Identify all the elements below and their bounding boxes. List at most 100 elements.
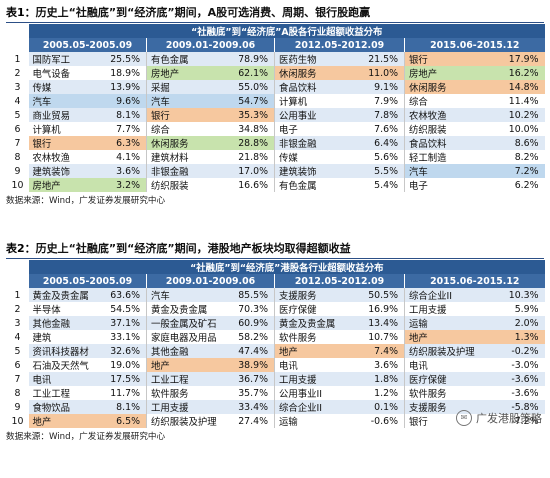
industry-cell: 休闲服务 bbox=[146, 136, 235, 150]
return-cell: 2.0% bbox=[500, 316, 545, 330]
rank-cell: 3 bbox=[6, 316, 29, 330]
table-row: 10 房地产 3.2% 纺织服装 16.6% 有色金属 5.4% 电子 6.2% bbox=[6, 178, 545, 192]
industry-cell: 休闲服务 bbox=[404, 80, 501, 94]
table-row: 9 建筑装饰 3.6% 非银金融 17.0% 建筑装饰 5.5% 汽车 7.2% bbox=[6, 164, 545, 178]
industry-cell: 工业工程 bbox=[146, 372, 235, 386]
industry-cell: 地产 bbox=[404, 330, 501, 344]
industry-cell: 半导体 bbox=[28, 302, 105, 316]
return-cell: 55.0% bbox=[234, 80, 275, 94]
return-cell: 35.3% bbox=[234, 108, 275, 122]
return-cell: 5.5% bbox=[362, 164, 405, 178]
industry-cell: 电讯 bbox=[274, 358, 363, 372]
industry-cell: 综合企业II bbox=[404, 288, 501, 302]
table-row: 6 石油及天然气 19.0% 地产 38.9% 电讯 3.6% 电讯 -3.0% bbox=[6, 358, 545, 372]
return-cell: 21.8% bbox=[234, 150, 275, 164]
table2-source: 数据来源：Wind，广发证券发展研究中心 bbox=[6, 432, 166, 442]
industry-cell: 地产 bbox=[28, 414, 105, 428]
industry-cell: 运输 bbox=[274, 414, 363, 428]
return-cell: 9.1% bbox=[362, 80, 405, 94]
return-cell: 50.5% bbox=[362, 288, 405, 302]
industry-cell: 建筑 bbox=[28, 330, 105, 344]
industry-cell: 计算机 bbox=[274, 94, 363, 108]
industry-cell: 非银金融 bbox=[274, 136, 363, 150]
industry-cell: 电气设备 bbox=[28, 66, 105, 80]
return-cell: 63.6% bbox=[104, 288, 147, 302]
industry-cell: 汽车 bbox=[146, 288, 235, 302]
industry-cell: 轻工制造 bbox=[404, 150, 501, 164]
return-cell: 21.5% bbox=[362, 52, 405, 66]
return-cell: 11.4% bbox=[500, 94, 545, 108]
industry-cell: 建筑装饰 bbox=[274, 164, 363, 178]
table-row: 1 国防军工 25.5% 有色金属 78.9% 医药生物 21.5% 银行 17.9% bbox=[6, 52, 545, 66]
industry-cell: 电讯 bbox=[404, 358, 501, 372]
return-cell: 16.6% bbox=[234, 178, 275, 192]
industry-cell: 银行 bbox=[404, 52, 501, 66]
industry-cell: 银行 bbox=[28, 136, 105, 150]
industry-cell: 休闲服务 bbox=[274, 66, 363, 80]
return-cell: -0.2% bbox=[500, 344, 545, 358]
industry-cell: 工用支援 bbox=[404, 302, 501, 316]
return-cell: 7.9% bbox=[362, 94, 405, 108]
return-cell: 1.2% bbox=[362, 386, 405, 400]
return-cell: 60.9% bbox=[234, 316, 275, 330]
industry-cell: 房地产 bbox=[28, 178, 105, 192]
period-header: 2015.06-2015.12 bbox=[403, 274, 545, 288]
industry-cell: 运输 bbox=[404, 316, 501, 330]
return-cell: 7.4% bbox=[362, 344, 405, 358]
table1-caption: 表1：历史上“社融底”到“经济底”期间，A股可选消费、周期、银行股跑赢 bbox=[6, 4, 544, 23]
return-cell: 3.6% bbox=[362, 358, 405, 372]
industry-cell: 银行 bbox=[146, 108, 235, 122]
industry-cell: 电子 bbox=[404, 178, 501, 192]
return-cell: 8.1% bbox=[104, 108, 147, 122]
rank-cell: 6 bbox=[6, 122, 29, 136]
period-header: 2005.05-2005.09 bbox=[28, 38, 147, 52]
industry-cell: 公用事业 bbox=[274, 108, 363, 122]
return-cell: 17.9% bbox=[500, 52, 545, 66]
watermark: ✉ 广发港股策略 bbox=[456, 410, 542, 426]
table-row: 9 食物饮品 8.1% 工用支援 33.4% 综合企业II 0.1% 支援服务 -5.8% bbox=[6, 400, 545, 414]
industry-cell: 汽车 bbox=[28, 94, 105, 108]
industry-cell: 国防军工 bbox=[28, 52, 105, 66]
industry-cell: 软件服务 bbox=[404, 386, 501, 400]
industry-cell: 建筑材料 bbox=[146, 150, 235, 164]
industry-cell: 农林牧渔 bbox=[28, 150, 105, 164]
rank-cell: 9 bbox=[6, 164, 29, 178]
industry-cell: 其他金融 bbox=[146, 344, 235, 358]
period-header: 2015.06-2015.12 bbox=[403, 38, 545, 52]
table-row: 1 黄金及贵金属 63.6% 汽车 85.5% 支援服务 50.5% 综合企业II 10.3% bbox=[6, 288, 545, 302]
industry-cell: 公用事业II bbox=[274, 386, 363, 400]
industry-cell: 工用支援 bbox=[274, 372, 363, 386]
industry-cell: 黄金及贵金属 bbox=[274, 316, 363, 330]
table2-caption: 表2：历史上“社融底”到“经济底”期间，港股地产板块均取得超额收益 bbox=[6, 240, 544, 259]
rank-cell: 6 bbox=[6, 358, 29, 372]
table2: “社融底”到“经济底”港股各行业超额收益分布 2005.05-2005.09 200… bbox=[6, 260, 545, 428]
return-cell: -5.8% bbox=[500, 400, 545, 414]
industry-cell: 电子 bbox=[274, 122, 363, 136]
period-header: 2009.01-2009.06 bbox=[146, 274, 275, 288]
return-cell: 3.2% bbox=[104, 178, 147, 192]
table1-label: 表1： bbox=[6, 6, 36, 19]
industry-cell: 纺织服装 bbox=[404, 122, 501, 136]
return-cell: 8.1% bbox=[104, 400, 147, 414]
industry-cell: 计算机 bbox=[28, 122, 105, 136]
industry-cell: 软件服务 bbox=[274, 330, 363, 344]
rank-cell: 2 bbox=[6, 66, 29, 80]
rank-cell: 5 bbox=[6, 108, 29, 122]
return-cell: -7.2% bbox=[500, 414, 545, 428]
industry-cell: 家庭电器及用品 bbox=[146, 330, 235, 344]
return-cell: 1.8% bbox=[362, 372, 405, 386]
return-cell: 1.3% bbox=[500, 330, 545, 344]
rank-cell: 3 bbox=[6, 80, 29, 94]
rank-cell: 4 bbox=[6, 94, 29, 108]
industry-cell: 综合企业II bbox=[274, 400, 363, 414]
industry-cell: 食品饮料 bbox=[404, 136, 501, 150]
industry-cell: 银行 bbox=[404, 414, 501, 428]
period-header: 2009.01-2009.06 bbox=[146, 38, 275, 52]
period-header: 2012.05-2012.09 bbox=[274, 38, 405, 52]
return-cell: -3.6% bbox=[500, 386, 545, 400]
industry-cell: 汽车 bbox=[404, 164, 501, 178]
industry-cell: 汽车 bbox=[146, 94, 235, 108]
return-cell: 85.5% bbox=[234, 288, 275, 302]
return-cell: 10.2% bbox=[500, 108, 545, 122]
industry-cell: 黄金及贵金属 bbox=[28, 288, 105, 302]
